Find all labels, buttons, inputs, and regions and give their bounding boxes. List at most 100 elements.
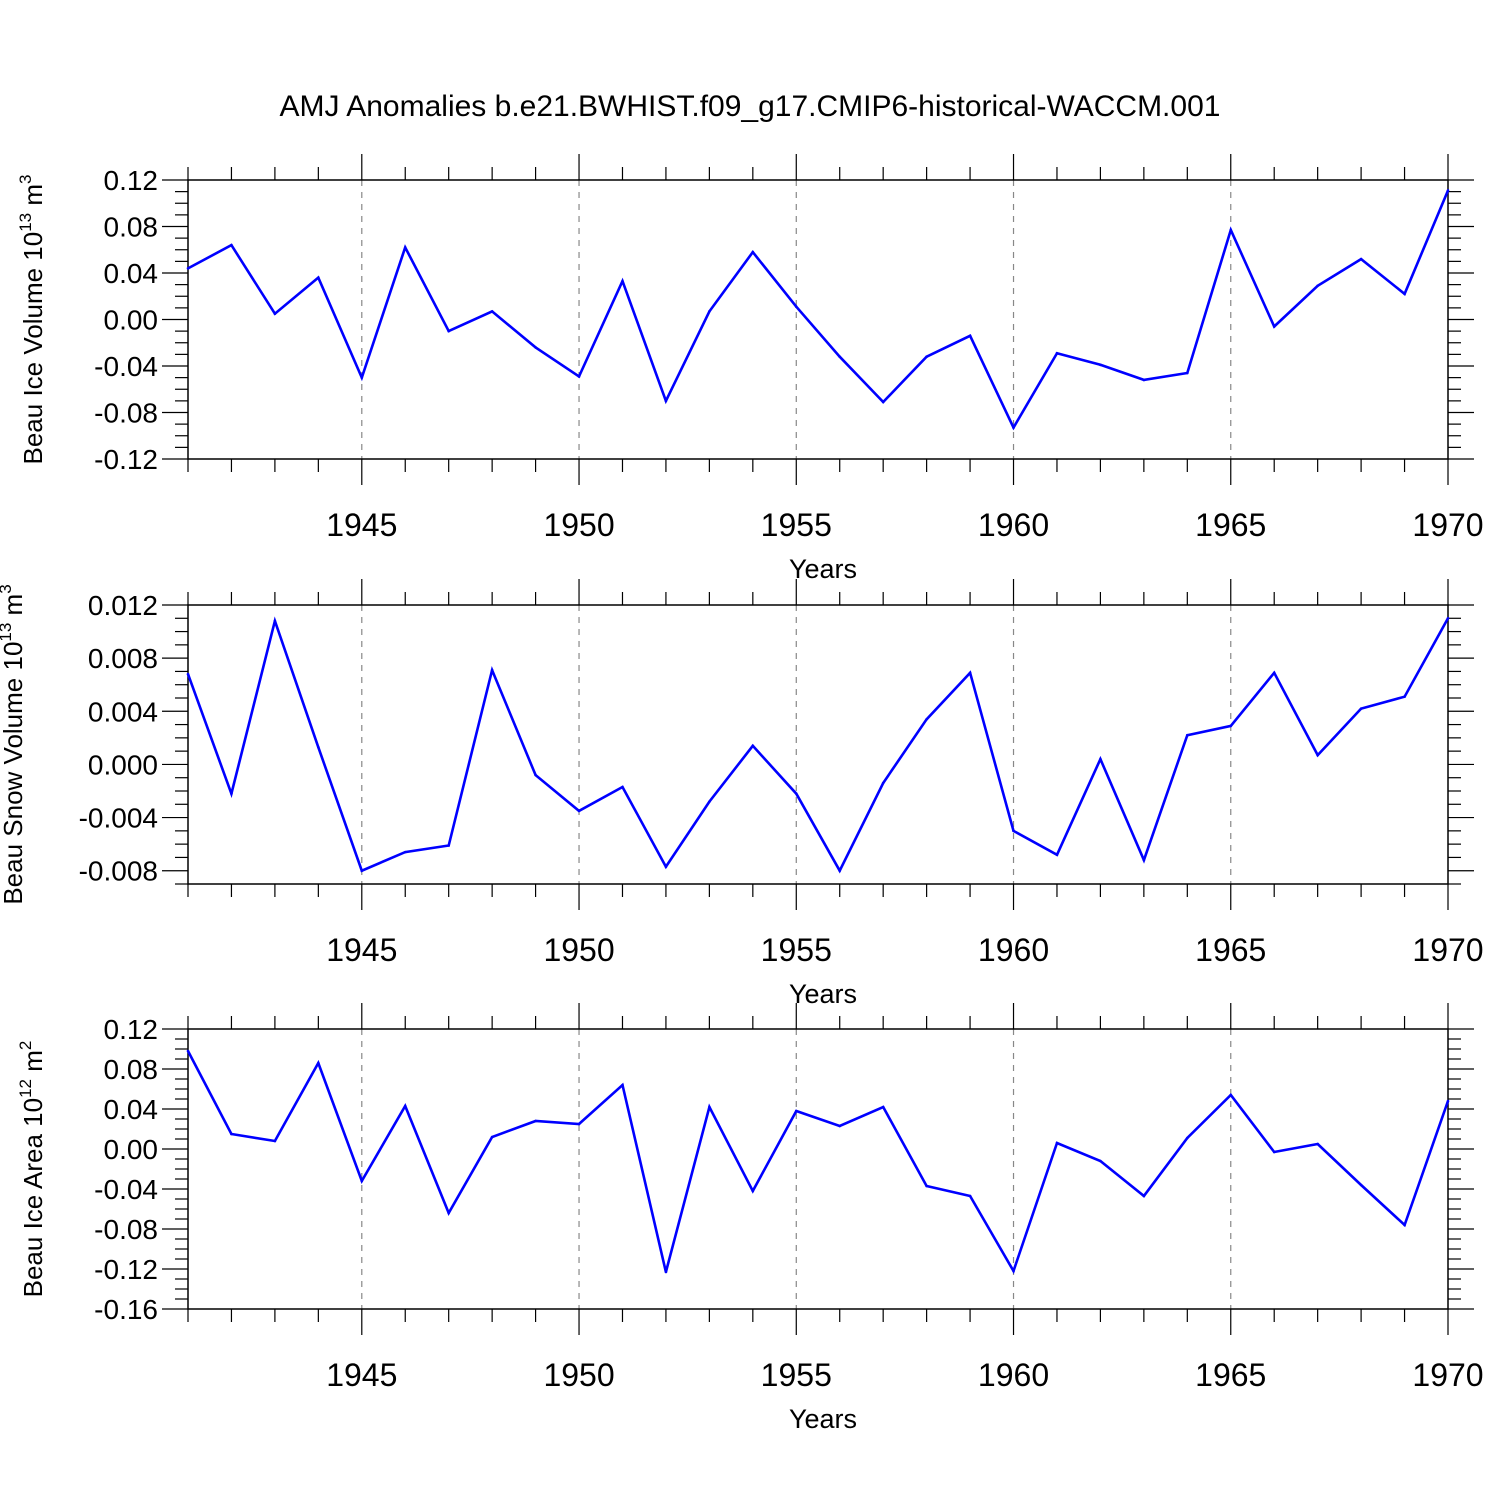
data-point-1964	[1186, 733, 1189, 737]
data-point-1943	[273, 619, 277, 623]
data-point-1961	[1055, 853, 1059, 857]
series-line	[187, 189, 1450, 431]
data-point-1963	[1142, 378, 1146, 382]
data-point-1945	[360, 869, 364, 873]
data-point-1960	[1012, 426, 1015, 429]
x-tick-label: 1950	[543, 932, 614, 968]
data-point-1961	[1055, 351, 1059, 355]
data-point-1948	[490, 310, 494, 313]
data-point-1950	[577, 1122, 581, 1126]
data-point-1942	[230, 1132, 233, 1136]
y-tick-label: 0.008	[88, 643, 158, 674]
data-point-1949	[534, 1119, 537, 1123]
x-tick-label: 1945	[326, 1357, 397, 1393]
data-point-1963	[1142, 1194, 1146, 1198]
y-tick-label: -0.04	[94, 1174, 158, 1205]
data-point-1965	[1229, 228, 1233, 232]
data-point-1953	[708, 800, 711, 803]
y-axis-label-unit-exponent: 3	[0, 584, 15, 593]
x-axis-label: Years	[789, 979, 857, 1009]
data-point-1968	[1359, 707, 1363, 710]
data-point-1954	[751, 250, 755, 254]
data-point-1955	[794, 305, 798, 309]
data-point-1960	[1012, 1269, 1015, 1273]
data-point-1947	[447, 1211, 450, 1215]
data-point-1941	[186, 1049, 190, 1053]
x-tick-label: 1970	[1412, 932, 1483, 968]
x-tick-label: 1965	[1195, 932, 1266, 968]
chart-title: AMJ Anomalies b.e21.BWHIST.f09_g17.CMIP6…	[280, 90, 1221, 123]
data-point-1957	[881, 400, 885, 404]
data-point-1946	[403, 850, 407, 854]
x-tick-label: 1955	[761, 932, 832, 968]
data-point-1943	[273, 1139, 277, 1143]
data-point-1950	[577, 809, 581, 813]
data-point-1964	[1186, 371, 1189, 375]
y-tick-label: 0.004	[88, 696, 158, 727]
y-axis-label-unit: m	[0, 594, 28, 623]
y-tick-label: 0.08	[104, 212, 159, 243]
plot-frame	[187, 604, 1449, 885]
x-tick-label: 1970	[1412, 1357, 1483, 1393]
data-point-1943	[273, 312, 277, 315]
x-tick-label: 1950	[543, 1357, 614, 1393]
y-tick-label: -0.12	[94, 444, 158, 475]
x-tick-label: 1960	[978, 932, 1049, 968]
data-point-1957	[881, 1105, 885, 1109]
data-point-1945	[360, 376, 364, 379]
data-point-1951	[621, 1083, 624, 1087]
x-tick-label: 1945	[326, 932, 397, 968]
data-point-1951	[621, 279, 624, 283]
data-point-1959	[968, 334, 972, 338]
data-point-1946	[403, 246, 407, 249]
y-axis-label-exponent: 13	[16, 213, 35, 232]
y-tick-label: 0.08	[104, 1054, 159, 1085]
data-point-1954	[751, 1189, 755, 1193]
data-point-1952	[664, 865, 668, 869]
y-tick-label: 0.12	[104, 165, 159, 196]
data-point-1948	[490, 668, 494, 672]
data-point-1966	[1272, 671, 1276, 675]
x-tick-label: 1970	[1412, 507, 1483, 543]
data-point-1968	[1359, 1183, 1363, 1187]
data-point-1941	[186, 672, 190, 676]
y-tick-label: 0.00	[104, 305, 159, 336]
y-axis-label-exponent: 12	[16, 1079, 35, 1098]
y-axis-label: Beau Ice Volume 1013 m3	[16, 175, 48, 465]
data-point-1944	[317, 1061, 320, 1065]
y-tick-label: 0.00	[104, 1134, 159, 1165]
data-point-1955	[794, 792, 798, 795]
data-point-1969	[1403, 1223, 1406, 1227]
series-line	[186, 1050, 1450, 1275]
y-tick-label: -0.16	[94, 1294, 158, 1325]
y-tick-label: -0.004	[79, 803, 158, 834]
data-point-1963	[1142, 858, 1146, 862]
data-point-1970	[1446, 616, 1450, 620]
panel-2: 1945 1950 1955 1960 1965 1970 0.012 0.008 0.004 0…	[0, 579, 1484, 1009]
data-point-1965	[1229, 1093, 1233, 1097]
y-tick-label: 0.012	[88, 590, 158, 621]
data-point-1967	[1316, 753, 1319, 757]
data-point-1967	[1316, 1142, 1319, 1146]
plot-frame	[187, 179, 1449, 460]
data-point-1962	[1099, 363, 1102, 367]
data-point-1970	[1446, 189, 1450, 192]
data-point-1964	[1186, 1136, 1189, 1140]
x-tick-label: 1965	[1195, 1357, 1266, 1393]
y-tick-label: -0.08	[94, 398, 158, 429]
data-point-1946	[403, 1104, 407, 1108]
data-point-1952	[664, 1270, 668, 1274]
x-tick-label: 1950	[543, 507, 614, 543]
x-tick-label: 1965	[1195, 507, 1266, 543]
y-axis-label: Beau Snow Volume 1013 m3	[0, 584, 28, 904]
data-point-1945	[360, 1179, 364, 1183]
data-point-1969	[1403, 292, 1406, 296]
y-axis-label-unit-exponent: 3	[16, 175, 35, 184]
data-point-1949	[534, 346, 537, 349]
y-axis-label-unit-exponent: 2	[16, 1041, 35, 1050]
series-line	[186, 616, 1450, 874]
data-point-1956	[838, 1124, 842, 1128]
data-point-1948	[490, 1135, 494, 1139]
data-point-1957	[881, 781, 885, 785]
data-point-1951	[621, 785, 624, 789]
